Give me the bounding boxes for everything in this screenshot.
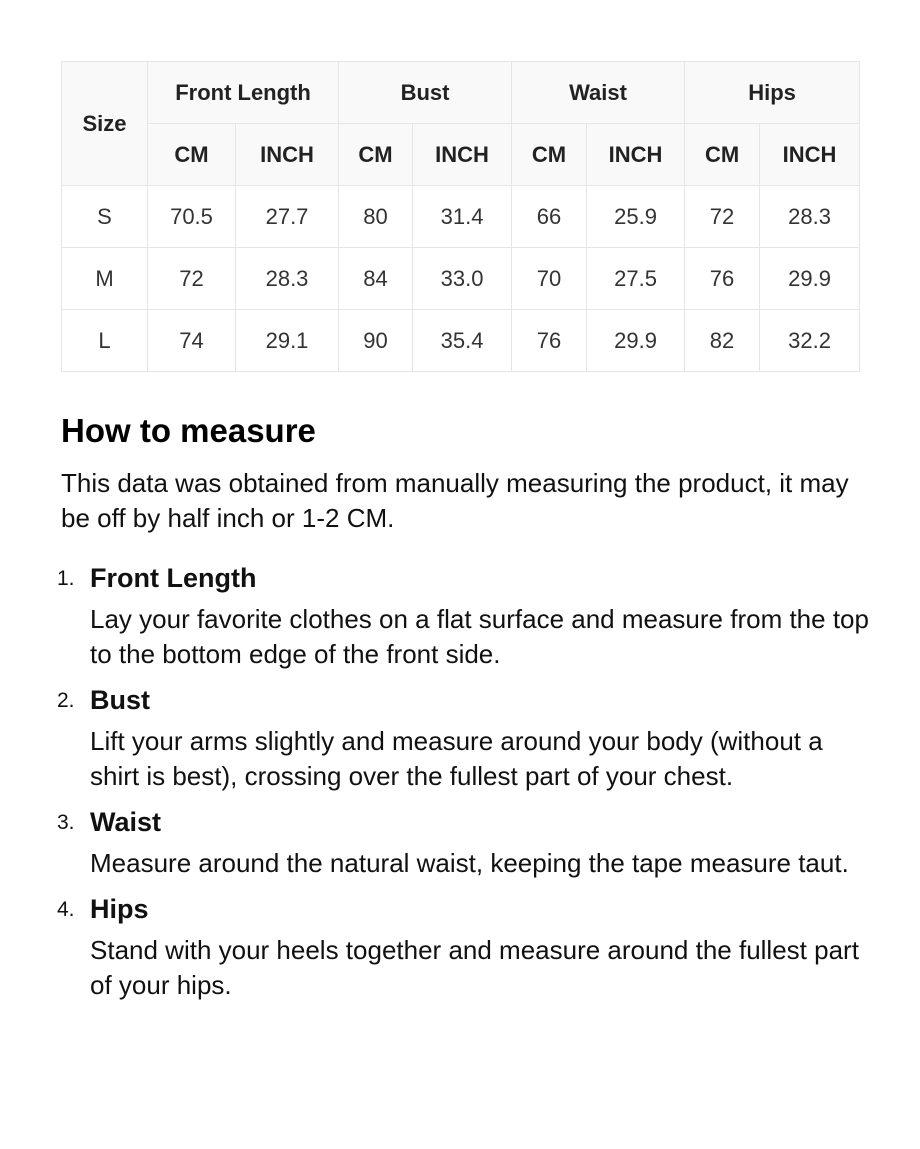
- list-item: 3. Waist Measure around the natural waist,…: [0, 802, 880, 881]
- header-unit: INCH: [586, 123, 686, 186]
- step-number: 3.: [57, 811, 75, 834]
- how-to-measure-title: How to measure: [61, 412, 316, 449]
- value-cell: 27.7: [234, 185, 340, 248]
- value-cell: 33.0: [412, 247, 513, 310]
- table-row: S 70.5 27.7 80 31.4 66 25.9 72 28.3: [61, 185, 861, 248]
- value-cell: 66: [511, 185, 588, 248]
- step-title: Bust: [90, 685, 150, 715]
- value-cell: 74: [147, 309, 236, 372]
- header-unit: CM: [338, 123, 414, 186]
- step-title: Front Length: [90, 563, 257, 593]
- header-unit: CM: [147, 123, 236, 186]
- step-number: 1.: [57, 567, 75, 590]
- list-item: 1. Front Length Lay your favorite clothes …: [0, 558, 880, 672]
- header-hips: Hips: [684, 61, 861, 124]
- table-row: M 72 28.3 84 33.0 70 27.5 76 29.9: [61, 247, 861, 310]
- size-cell: S: [61, 185, 148, 248]
- size-chart-table: Size Front Length Bust Waist Hips CM INCH…: [61, 61, 861, 372]
- value-cell: 28.3: [759, 185, 861, 248]
- header-unit: CM: [511, 123, 588, 186]
- step-title: Hips: [90, 894, 149, 924]
- step-number: 4.: [57, 898, 75, 921]
- header-unit: INCH: [234, 123, 340, 186]
- header-unit: INCH: [759, 123, 861, 186]
- step-description: Measure around the natural waist, keepin…: [90, 848, 849, 878]
- how-to-measure-intro: This data was obtained from manually mea…: [61, 468, 849, 533]
- value-cell: 25.9: [586, 185, 686, 248]
- value-cell: 27.5: [586, 247, 686, 310]
- measure-steps-list: 1. Front Length Lay your favorite clothes …: [0, 558, 880, 1011]
- header-front-length: Front Length: [146, 61, 340, 124]
- value-cell: 72: [684, 185, 761, 248]
- step-title: Waist: [90, 807, 162, 837]
- header-row-units: CM INCH CM INCH CM INCH CM INCH: [62, 123, 861, 186]
- value-cell: 72: [147, 247, 236, 310]
- value-cell: 76: [511, 309, 588, 372]
- value-cell: 29.9: [759, 247, 861, 310]
- value-cell: 80: [338, 185, 414, 248]
- value-cell: 70.5: [147, 185, 236, 248]
- header-waist: Waist: [511, 61, 686, 124]
- step-description: Lift your arms slightly and measure arou…: [90, 726, 823, 791]
- step-description: Lay your favorite clothes on a flat surf…: [90, 604, 869, 669]
- header-unit: CM: [684, 123, 761, 186]
- value-cell: 76: [684, 247, 761, 310]
- header-size: Size: [61, 61, 148, 186]
- header-bust: Bust: [338, 61, 513, 124]
- size-cell: M: [61, 247, 148, 310]
- header-unit: INCH: [412, 123, 513, 186]
- list-item: 4. Hips Stand with your heels together and…: [0, 889, 880, 1003]
- size-cell: L: [61, 309, 148, 372]
- value-cell: 70: [511, 247, 588, 310]
- table-row: L 74 29.1 90 35.4 76 29.9 82 32.2: [61, 309, 861, 372]
- header-row-groups: Size Front Length Bust Waist Hips: [61, 61, 861, 186]
- list-item: 2. Bust Lift your arms slightly and measur…: [0, 680, 880, 794]
- value-cell: 28.3: [234, 247, 340, 310]
- value-cell: 29.9: [586, 309, 686, 372]
- value-cell: 84: [338, 247, 414, 310]
- step-description: Stand with your heels together and measu…: [90, 935, 859, 1000]
- value-cell: 29.1: [234, 309, 340, 372]
- value-cell: 32.2: [759, 309, 861, 372]
- value-cell: 35.4: [412, 309, 513, 372]
- value-cell: 82: [684, 309, 761, 372]
- step-number: 2.: [57, 689, 75, 712]
- value-cell: 31.4: [412, 185, 513, 248]
- value-cell: 90: [338, 309, 414, 372]
